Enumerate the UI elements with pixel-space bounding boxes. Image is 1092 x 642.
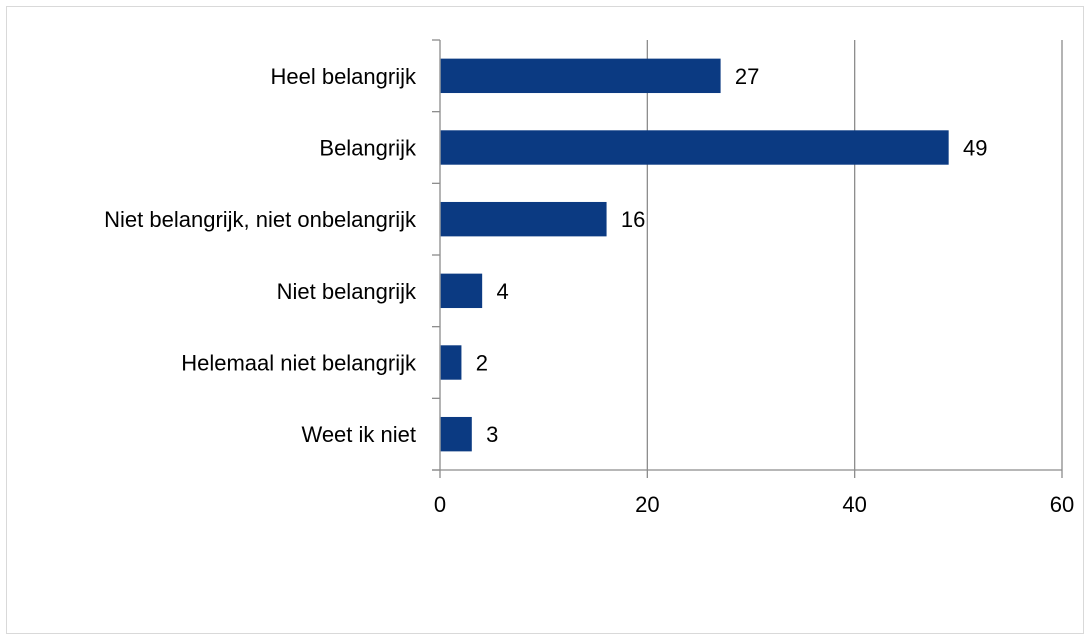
data-label-1: 27	[735, 64, 759, 89]
category-label-4: Niet belangrijk	[277, 279, 417, 304]
data-label-3: 16	[621, 207, 645, 232]
category-label-1: Heel belangrijk	[270, 64, 417, 89]
data-label-6: 3	[486, 422, 498, 447]
data-label-5: 2	[476, 351, 488, 376]
bar-1	[440, 58, 721, 94]
bar-4	[440, 273, 483, 309]
bar-5	[440, 345, 462, 380]
bar-6	[440, 416, 472, 452]
x-tick-label-0: 0	[434, 492, 446, 517]
category-label-5: Helemaal niet belangrijk	[181, 351, 417, 376]
data-label-2: 49	[963, 136, 987, 161]
bar-2	[440, 130, 949, 165]
x-tick-label-20: 20	[635, 492, 659, 517]
x-tick-label-40: 40	[842, 492, 866, 517]
x-tick-label-60: 60	[1050, 492, 1074, 517]
chart-frame	[6, 6, 1084, 634]
data-label-4: 4	[496, 279, 508, 304]
category-label-6: Weet ik niet	[301, 422, 416, 447]
category-label-3: Niet belangrijk, niet onbelangrijk	[104, 207, 417, 232]
bar-3	[440, 201, 607, 237]
category-label-2: Belangrijk	[319, 136, 417, 161]
